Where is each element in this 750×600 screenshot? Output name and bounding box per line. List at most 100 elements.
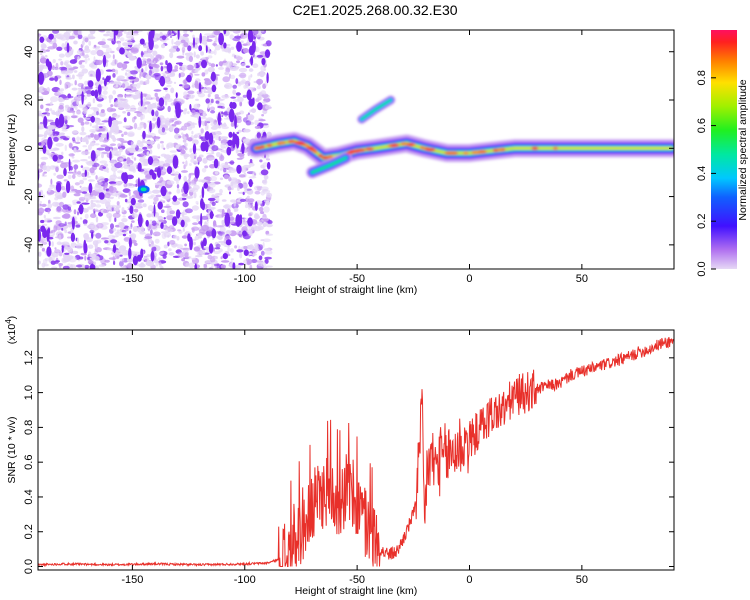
noise-blob	[118, 148, 123, 153]
noise-blob	[189, 188, 195, 193]
noise-streak	[198, 45, 203, 52]
noise-blob	[160, 251, 165, 254]
noise-blob	[265, 265, 273, 268]
noise-blob	[190, 158, 195, 163]
noise-blob	[189, 96, 194, 99]
noise-blob	[264, 258, 269, 264]
noise-blob	[90, 73, 93, 77]
noise-streak	[140, 248, 144, 259]
noise-blob	[64, 144, 68, 151]
noise-blob	[181, 235, 188, 239]
noise-blob	[191, 109, 196, 116]
noise-blob	[207, 104, 210, 110]
noise-streak	[223, 42, 227, 49]
colorbar: 0.0 0.2 0.4 0.6 0.8 Normalized spectral ampl…	[696, 30, 749, 277]
noise-blob	[250, 108, 257, 113]
noise-blob	[167, 30, 172, 36]
noise-blob	[146, 94, 152, 101]
noise-blob	[185, 97, 189, 100]
noise-blob	[77, 211, 79, 216]
noise-blob	[153, 259, 159, 264]
noise-blob	[240, 40, 244, 44]
noise-blob	[61, 43, 65, 49]
trace-hotspot	[260, 145, 266, 149]
noise-blob	[179, 72, 185, 78]
noise-blob	[139, 157, 146, 163]
noise-blob	[171, 38, 174, 45]
noise-blob	[170, 87, 175, 94]
noise-streak	[250, 56, 254, 66]
noise-blob	[234, 35, 242, 39]
noise-blob	[113, 260, 116, 265]
noise-blob	[210, 98, 214, 104]
noise-blob	[89, 122, 92, 127]
noise-blob	[77, 30, 83, 35]
noise-blob	[115, 69, 119, 75]
noise-blob	[138, 263, 146, 268]
noise-blob	[40, 53, 43, 56]
noise-blob	[187, 111, 190, 115]
noise-blob	[43, 171, 47, 174]
noise-blob	[47, 209, 50, 214]
noise-blob	[178, 73, 181, 78]
noise-blob	[110, 223, 114, 230]
noise-blob	[157, 143, 161, 150]
noise-blob	[41, 241, 48, 245]
noise-blob	[256, 78, 264, 85]
noise-blob	[79, 131, 87, 136]
noise-blob	[258, 244, 264, 251]
noise-blob	[217, 98, 225, 101]
noise-streak	[210, 71, 216, 82]
noise-blob	[41, 203, 47, 207]
snr-y-ticks: 0.0 0.2 0.4 0.6 0.8 1.0 1.2	[23, 350, 674, 574]
noise-blob	[229, 216, 235, 221]
noise-streak	[227, 139, 233, 147]
noise-blob	[264, 250, 273, 255]
noise-blob	[202, 114, 205, 117]
noise-blob	[189, 30, 193, 33]
noise-blob	[81, 202, 90, 205]
noise-blob	[54, 247, 57, 250]
noise-blob	[132, 80, 135, 85]
noise-blob	[81, 68, 89, 74]
noise-blob	[246, 260, 251, 266]
noise-blob	[153, 89, 162, 92]
noise-blob	[98, 264, 106, 267]
noise-streak	[211, 84, 217, 93]
colorbar-tick-label: 0.0	[696, 261, 708, 276]
noise-streak	[213, 158, 219, 169]
noise-blob	[61, 186, 65, 191]
noise-blob	[166, 84, 172, 88]
noise-blob	[238, 262, 245, 266]
noise-blob	[247, 118, 253, 121]
noise-streak	[136, 57, 142, 69]
noise-blob	[117, 114, 121, 118]
noise-blob	[136, 226, 145, 233]
trace-hotspot	[531, 146, 539, 150]
noise-streak	[158, 97, 165, 107]
noise-blob	[148, 243, 151, 247]
snr-x-ticks: -150 -100 -50 0 50	[121, 330, 588, 586]
noise-blob	[196, 232, 203, 236]
noise-streak	[254, 201, 258, 211]
noise-blob	[117, 143, 122, 148]
noise-blob	[148, 69, 152, 76]
noise-blob	[193, 155, 197, 160]
y-tick-label: 40	[23, 46, 35, 58]
noise-streak	[198, 82, 202, 93]
noise-blob	[186, 195, 194, 199]
spectrogram-x-label: Height of straight line (km)	[295, 284, 418, 296]
noise-blob	[158, 257, 161, 261]
noise-blob	[96, 111, 99, 116]
noise-blob	[181, 84, 190, 89]
noise-blob	[182, 33, 189, 37]
noise-blob	[158, 219, 165, 223]
noise-blob	[70, 48, 74, 53]
noise-blob	[174, 127, 180, 134]
noise-blob	[254, 185, 262, 191]
noise-blob	[38, 66, 43, 72]
noise-streak	[246, 89, 252, 101]
noise-blob	[119, 258, 125, 262]
noise-blob	[224, 71, 230, 76]
noise-blob	[60, 70, 69, 75]
